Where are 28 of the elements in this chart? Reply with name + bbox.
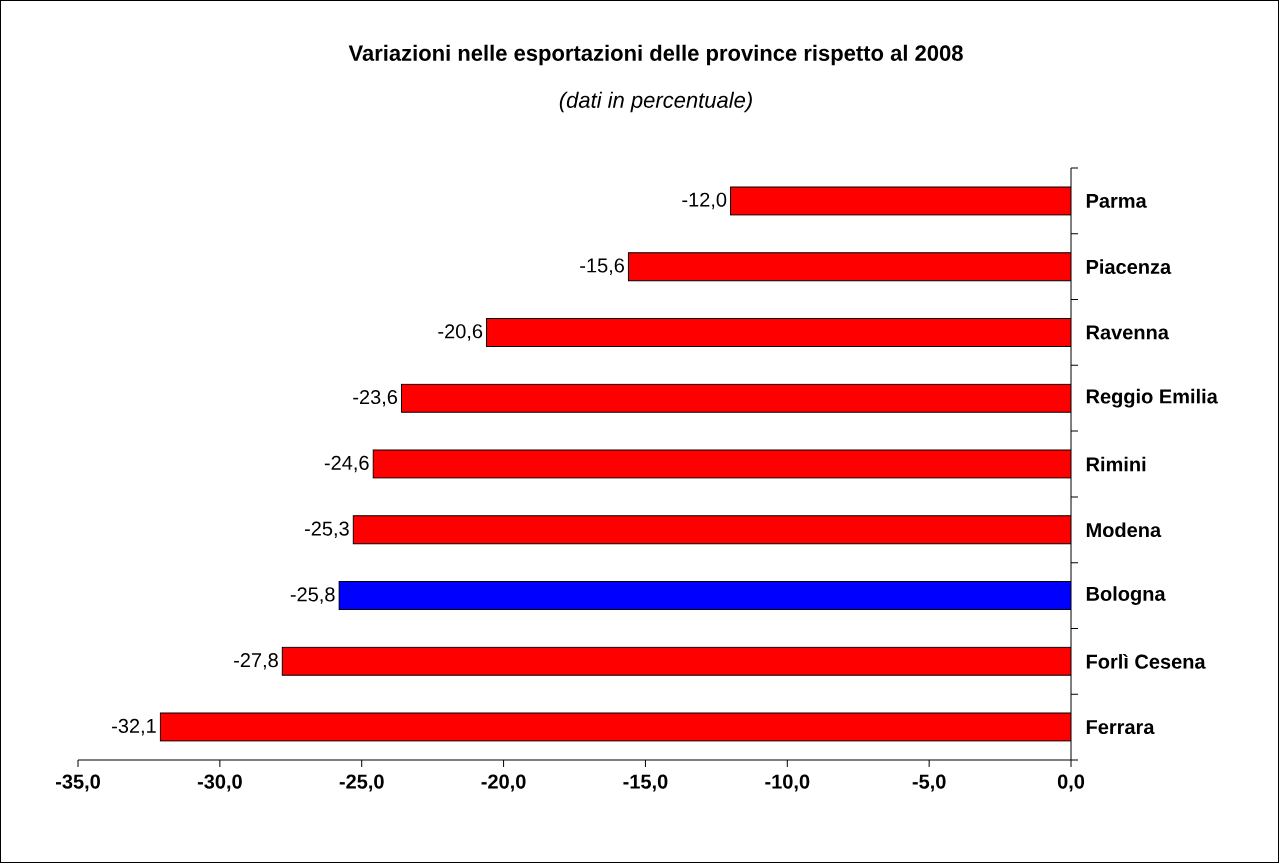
chart-subtitle: (dati in percentuale): [559, 91, 752, 113]
data-label: -27,8: [234, 653, 278, 670]
y-tick-label: Parma: [1086, 193, 1147, 208]
y-tick-label: Piacenza: [1086, 259, 1172, 275]
chart-title: Variazioni nelle esportazioni delle province rispetto al 2008: [348, 44, 963, 66]
x-tick-label: 0,0: [1057, 774, 1085, 792]
data-label: -23,6: [353, 389, 398, 407]
data-label: -32,1: [112, 718, 156, 736]
data-label: -20,6: [438, 324, 483, 341]
x-tick-label: -25,0: [339, 774, 384, 792]
data-label: -15,6: [580, 258, 624, 275]
y-tick-label: Forlì Cesena: [1086, 653, 1206, 669]
x-tick-label: -15,0: [623, 774, 668, 792]
x-tick-label: -20,0: [481, 774, 526, 792]
x-tick-label: -10,0: [765, 774, 810, 792]
x-tick-label: -30,0: [197, 774, 242, 792]
y-tick-label: Bologna: [1086, 586, 1166, 605]
x-tick-label: -5,0: [912, 774, 946, 792]
y-tick-label: Reggio Emilia: [1086, 388, 1218, 408]
data-label: -12,0: [682, 192, 727, 210]
data-label: -25,8: [290, 587, 335, 604]
y-tick-label: Ravenna: [1086, 325, 1170, 340]
data-label: -25,3: [304, 521, 349, 539]
y-tick-label: Modena: [1086, 522, 1162, 538]
y-tick-label: Ferrara: [1086, 720, 1155, 735]
y-tick-label: Rimini: [1086, 456, 1146, 472]
x-tick-label: -35,0: [56, 774, 100, 792]
data-label: -24,6: [324, 455, 369, 473]
